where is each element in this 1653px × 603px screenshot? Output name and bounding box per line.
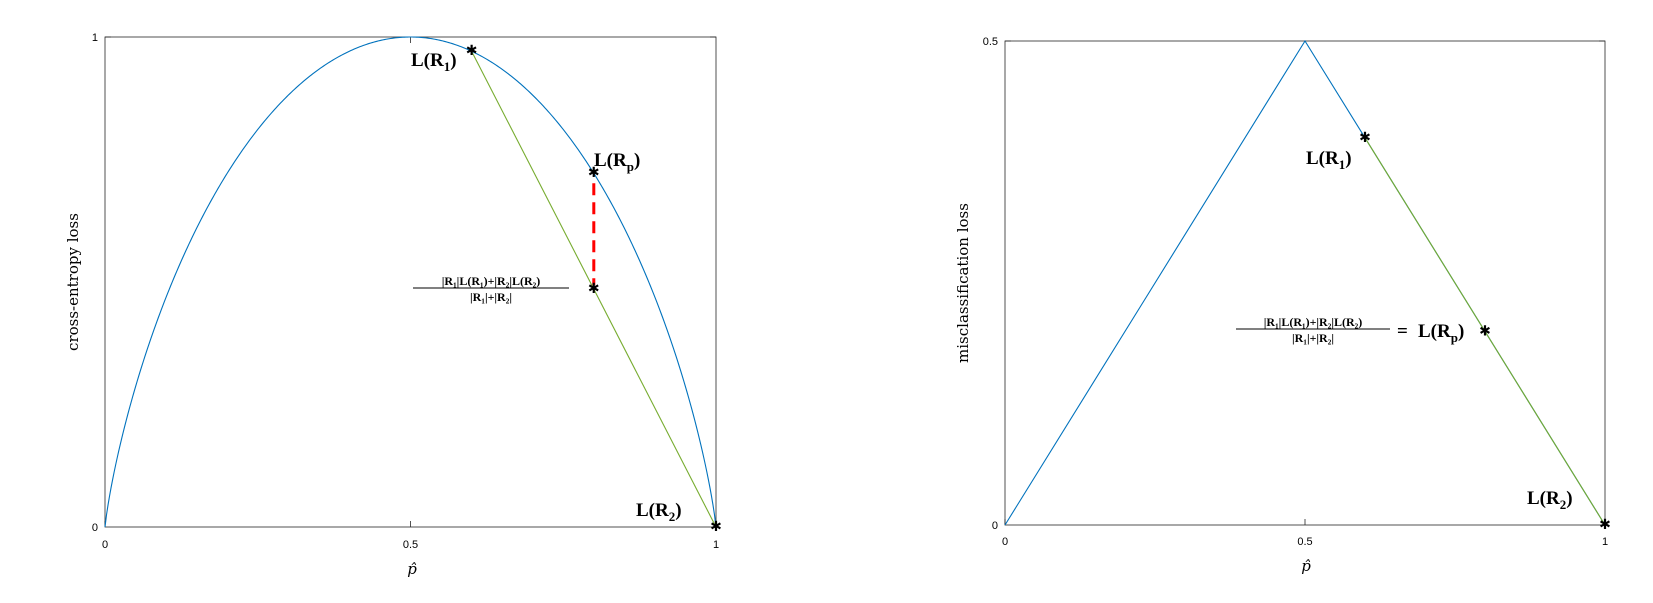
right-label-rp: L(Rp)	[1418, 321, 1464, 345]
right-chord-line	[1364, 137, 1606, 526]
right-label-r1: L(R1)	[1306, 148, 1352, 172]
right-plot-frame	[1004, 40, 1606, 526]
left-fraction-numerator: |R₁|L(R₁)+|R₂|L(R₂)	[442, 274, 540, 288]
right-marker-rp: ✱	[1479, 323, 1491, 339]
left-marker-r2: ✱	[710, 519, 722, 535]
left-marker-weighted-avg: ✱	[588, 281, 600, 297]
right-equals-sign: =	[1397, 321, 1408, 342]
left-plot-frame	[104, 36, 717, 528]
left-x-axis-label: p̂	[407, 560, 417, 578]
right-xtick-label-0: 0	[1002, 536, 1008, 548]
right-fraction-numerator: |R₁|L(R₁)+|R₂|L(R₂)	[1264, 315, 1362, 329]
right-x-axis-label: p̂	[1301, 557, 1311, 575]
left-chart: 0 0.5 1 0 1 p̂ cross-entropy loss ✱ ✱ ✱ …	[64, 32, 722, 578]
right-marker-r1: ✱	[1359, 130, 1371, 146]
left-fraction-denominator: |R₁|+|R₂|	[470, 290, 512, 304]
right-marker-r2: ✱	[1599, 517, 1611, 533]
left-xtick-label-1: 1	[713, 539, 719, 551]
right-label-r2: L(R2)	[1527, 488, 1573, 512]
left-chord-line	[471, 50, 717, 528]
right-ytick-label-05: 0.5	[983, 36, 998, 48]
right-chart: 0 0.5 1 0 0.5 p̂ misclassification loss …	[954, 36, 1611, 575]
left-label-r2: L(R2)	[636, 500, 682, 524]
right-xtick-label-1: 1	[1602, 536, 1608, 548]
left-label-rp: L(Rp)	[594, 150, 640, 174]
right-fraction-denominator: |R₁|+|R₂|	[1292, 331, 1334, 345]
right-misclassification-curve	[1004, 39, 1606, 526]
left-y-axis-label: cross-entropy loss	[64, 213, 82, 351]
left-xtick-label-0: 0	[102, 539, 108, 551]
right-xtick-label-05: 0.5	[1297, 536, 1312, 548]
right-y-axis-label: misclassification loss	[954, 203, 972, 363]
left-entropy-curve	[104, 36, 717, 528]
left-label-r1: L(R1)	[411, 50, 457, 74]
right-ytick-label-0: 0	[992, 520, 998, 532]
left-ytick-label-1: 1	[92, 32, 98, 44]
left-marker-r1: ✱	[466, 43, 478, 59]
left-xtick-label-05: 0.5	[403, 539, 418, 551]
left-ytick-label-0: 0	[92, 522, 98, 534]
left-marker-rp: ✱	[588, 165, 600, 181]
